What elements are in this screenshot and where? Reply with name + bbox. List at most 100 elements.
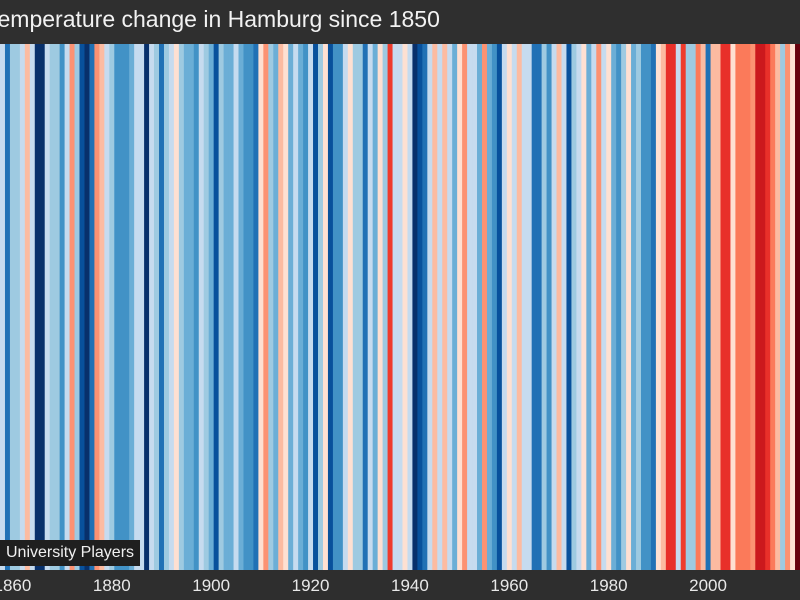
stripe-1894 — [178, 44, 185, 570]
stripe-1936 — [387, 44, 393, 570]
stripe-1882 — [119, 44, 125, 570]
stripe-1939 — [402, 44, 408, 570]
stripe-1999 — [700, 44, 706, 570]
stripe-1931 — [362, 44, 369, 570]
stripe-1904 — [228, 44, 234, 570]
stripe-1909 — [253, 44, 259, 570]
stripe-1922 — [318, 44, 324, 570]
stripe-1950 — [457, 44, 463, 570]
stripe-1878 — [99, 44, 105, 570]
stripe-1982 — [616, 44, 622, 570]
stripe-1961 — [511, 44, 518, 570]
stripe-1867 — [44, 44, 51, 570]
stripe-1947 — [442, 44, 448, 570]
stripe-1923 — [322, 44, 329, 570]
stripe-1948 — [447, 44, 453, 570]
stripe-1915 — [283, 44, 289, 570]
stripe-1962 — [516, 44, 523, 570]
stripe-1991 — [660, 44, 667, 570]
stripe-1871 — [64, 44, 70, 570]
stripe-1886 — [139, 44, 145, 570]
stripe-1951 — [462, 44, 468, 570]
x-tick-1960: 1960 — [490, 576, 529, 595]
stripe-1995 — [680, 44, 687, 570]
stripe-1873 — [74, 44, 80, 570]
x-tick-1860: 1860 — [0, 576, 32, 595]
stripe-1983 — [621, 44, 627, 570]
stripe-1993 — [670, 44, 677, 570]
stripe-2008 — [745, 44, 751, 570]
stripe-1902 — [218, 44, 224, 570]
stripe-2009 — [750, 44, 756, 570]
stripe-1879 — [104, 44, 110, 570]
stripe-1953 — [472, 44, 478, 570]
stripe-1937 — [392, 44, 398, 570]
stripe-1896 — [188, 44, 195, 570]
stripe-1863 — [24, 44, 31, 570]
stripe-1946 — [437, 44, 443, 570]
stripe-1935 — [382, 44, 388, 570]
stripe-2000 — [705, 44, 711, 570]
stripe-1864 — [29, 44, 36, 570]
stripe-1918 — [298, 44, 304, 570]
stripe-1943 — [422, 44, 428, 570]
stripe-1985 — [631, 44, 637, 570]
stripe-1981 — [611, 44, 617, 570]
stripe-1916 — [288, 44, 294, 570]
stripe-1959 — [501, 44, 508, 570]
stripe-1958 — [496, 44, 503, 570]
stripe-2004 — [725, 44, 731, 570]
stripe-2006 — [735, 44, 741, 570]
stripe-1944 — [427, 44, 433, 570]
stripe-1898 — [198, 44, 205, 570]
stripe-1891 — [163, 44, 170, 570]
stripe-1890 — [159, 44, 165, 570]
stripe-1897 — [193, 44, 200, 570]
stripe-1908 — [248, 44, 254, 570]
stripe-1875 — [84, 44, 90, 570]
warming-stripes — [0, 44, 800, 570]
stripe-1877 — [94, 44, 100, 570]
stripe-2016 — [785, 44, 791, 570]
chart-title: Temperature change in Hamburg since 1850 — [0, 6, 440, 32]
stripe-1971 — [561, 44, 567, 570]
stripe-2010 — [755, 44, 761, 570]
stripe-1998 — [695, 44, 702, 570]
stripe-1957 — [491, 44, 498, 570]
stripe-1955 — [481, 44, 488, 570]
stripe-1881 — [114, 44, 120, 570]
stripe-1956 — [486, 44, 493, 570]
stripe-1920 — [308, 44, 314, 570]
stripe-1895 — [183, 44, 190, 570]
stripe-2012 — [765, 44, 771, 570]
stripe-1968 — [546, 44, 552, 570]
stripe-1907 — [243, 44, 249, 570]
stripe-2005 — [730, 44, 736, 570]
stripe-1975 — [581, 44, 587, 570]
stripe-1885 — [134, 44, 140, 570]
stripe-1900 — [208, 44, 215, 570]
stripe-1989 — [650, 44, 657, 570]
stripe-2014 — [775, 44, 781, 570]
stripe-2015 — [780, 44, 786, 570]
stripe-1906 — [238, 44, 244, 570]
stripe-1942 — [417, 44, 423, 570]
stripe-1967 — [541, 44, 547, 570]
stripe-1911 — [263, 44, 269, 570]
stripe-1988 — [645, 44, 652, 570]
x-tick-2000: 2000 — [689, 576, 727, 595]
stripe-1994 — [675, 44, 682, 570]
stripe-1903 — [223, 44, 229, 570]
stripe-1868 — [49, 44, 56, 570]
stripe-1883 — [124, 44, 130, 570]
stripe-1874 — [79, 44, 85, 570]
stripe-1979 — [601, 44, 607, 570]
stripe-1978 — [596, 44, 602, 570]
stripe-1949 — [452, 44, 458, 570]
x-tick-1940: 1940 — [391, 576, 429, 595]
stripe-1870 — [59, 44, 65, 570]
stripe-1869 — [54, 44, 61, 570]
stripe-1910 — [258, 44, 264, 570]
stripe-1969 — [551, 44, 557, 570]
stripe-1973 — [571, 44, 577, 570]
